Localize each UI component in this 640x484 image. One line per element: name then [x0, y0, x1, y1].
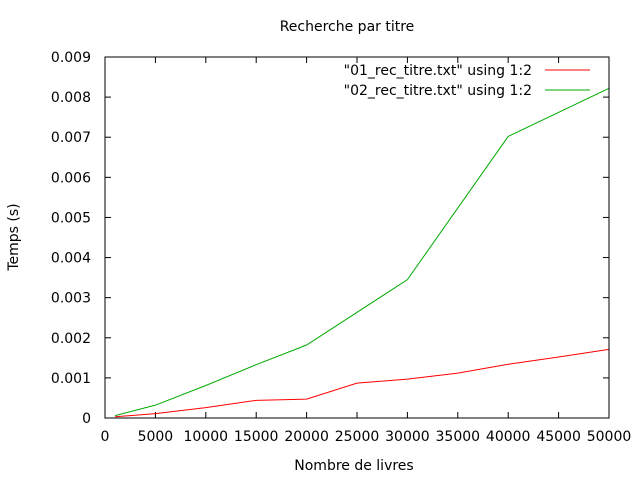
x-tick-label: 25000 — [335, 429, 380, 445]
y-tick-label: 0.009 — [51, 50, 91, 66]
y-tick-label: 0.006 — [51, 170, 91, 186]
x-tick-label: 10000 — [184, 429, 229, 445]
x-tick-label: 50000 — [587, 429, 632, 445]
y-tick-label: 0 — [82, 411, 91, 427]
x-tick-label: 35000 — [436, 429, 481, 445]
legend-label-2: "02_rec_titre.txt" using 1:2 — [344, 83, 532, 99]
y-tick-label: 0.001 — [51, 371, 91, 387]
x-tick-label: 5000 — [138, 429, 174, 445]
x-axis-label: Nombre de livres — [294, 458, 413, 474]
x-tick-label: 15000 — [234, 429, 279, 445]
y-tick-label: 0.007 — [51, 130, 91, 146]
y-tick-label: 0.002 — [51, 331, 91, 347]
y-tick-label: 0.004 — [51, 251, 91, 267]
y-axis-label: Temps (s) — [6, 203, 22, 271]
axis-ticks: 0 5000 10000 15000 20000 25000 30000 35000 40000… — [51, 50, 631, 445]
series-line-2 — [114, 87, 610, 417]
y-tick-label: 0.008 — [51, 90, 91, 106]
y-tick-label: 0.005 — [51, 210, 91, 226]
plot-area-frame — [104, 56, 610, 419]
x-tick-label: 20000 — [284, 429, 329, 445]
data-series — [114, 87, 610, 418]
legend-label-1: "01_rec_titre.txt" using 1:2 — [344, 63, 532, 79]
x-tick-label: 40000 — [486, 429, 531, 445]
x-tick-label: 30000 — [385, 429, 430, 445]
series-line-1 — [115, 348, 610, 418]
legend: "01_rec_titre.txt" using 1:2 "02_rec_titr… — [344, 63, 590, 99]
x-tick-label: 45000 — [536, 429, 581, 445]
y-tick-label: 0.003 — [51, 291, 91, 307]
chart-title: Recherche par titre — [280, 19, 415, 35]
x-tick-label: 0 — [101, 429, 110, 445]
